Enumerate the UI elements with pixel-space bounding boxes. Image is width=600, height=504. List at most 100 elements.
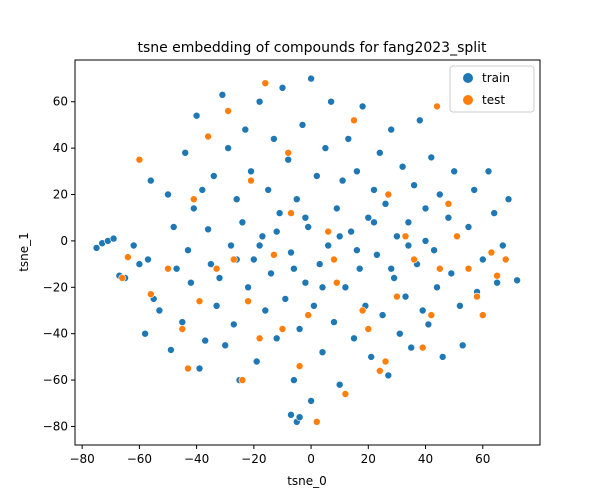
data-point-train: [335, 380, 344, 389]
data-point-train: [244, 283, 252, 292]
data-point-train: [238, 218, 247, 227]
data-point-train: [290, 264, 298, 273]
data-point-test: [410, 255, 418, 264]
data-point-train: [272, 227, 281, 236]
data-point-train: [172, 264, 181, 273]
data-point-train: [155, 306, 164, 315]
data-point-train: [287, 248, 295, 257]
y-axis-label: tsne_1: [17, 232, 31, 272]
legend: train test: [449, 65, 535, 113]
data-point-train: [338, 176, 347, 185]
data-point-train: [347, 227, 355, 236]
data-point-test: [135, 155, 144, 164]
data-point-train: [327, 97, 335, 106]
x-tick-label: −20: [241, 452, 266, 466]
data-point-test: [384, 190, 393, 199]
data-point-train: [493, 278, 501, 287]
x-tick-label: −40: [184, 452, 209, 466]
data-point-train: [370, 186, 378, 194]
data-point-test: [204, 132, 212, 141]
data-point-train: [181, 149, 189, 157]
data-point-test: [244, 297, 252, 306]
data-point-train: [373, 251, 381, 259]
data-point-test: [350, 116, 358, 125]
data-point-train: [407, 343, 416, 352]
data-point-test: [304, 311, 313, 319]
data-point-train: [272, 334, 281, 343]
data-point-train: [310, 301, 318, 310]
data-point-train: [447, 269, 456, 278]
data-point-train: [421, 204, 430, 213]
y-tick-label: −20: [43, 280, 68, 294]
data-point-train: [318, 348, 327, 357]
data-point-train: [430, 246, 438, 254]
data-point-train: [190, 204, 198, 213]
data-point-test: [324, 227, 333, 236]
data-point-test: [418, 343, 427, 352]
x-tick-label: 0: [307, 452, 315, 466]
data-point-test: [312, 417, 321, 426]
data-point-test: [255, 334, 264, 343]
data-point-train: [367, 353, 376, 361]
data-point-train: [167, 346, 175, 354]
data-point-train: [255, 97, 264, 106]
data-point-test: [487, 248, 496, 257]
x-tick-label: −80: [69, 452, 94, 466]
data-point-train: [184, 246, 192, 254]
points-layer: [92, 74, 521, 426]
data-point-train: [290, 376, 298, 384]
data-point-train: [178, 318, 187, 326]
data-point-train: [267, 269, 275, 278]
data-point-train: [395, 329, 404, 338]
data-point-test: [364, 325, 373, 333]
data-point-train: [415, 116, 424, 125]
y-axis-ticks: −80 −60 −40 −20 0 20 40 60: [43, 95, 75, 433]
data-point-train: [433, 283, 441, 292]
data-point-test: [230, 255, 238, 264]
data-point-test: [212, 264, 221, 273]
data-point-train: [258, 232, 267, 241]
data-point-test: [284, 149, 293, 157]
data-point-train: [312, 172, 321, 180]
data-point-test: [184, 364, 192, 373]
data-point-train: [252, 357, 261, 366]
x-axis-ticks: −80 −60 −40 −20 0 20 40 60: [69, 445, 490, 466]
data-point-train: [470, 186, 479, 194]
data-point-train: [387, 264, 396, 273]
data-point-train: [301, 213, 310, 222]
data-point-train: [498, 241, 507, 250]
data-point-train: [315, 260, 324, 268]
data-point-test: [178, 325, 187, 333]
data-point-test: [381, 357, 390, 366]
data-point-test: [118, 274, 126, 282]
data-point-train: [358, 102, 367, 111]
data-point-test: [330, 255, 338, 264]
data-point-train: [147, 176, 155, 185]
data-point-train: [144, 255, 152, 264]
data-point-train: [513, 276, 521, 285]
y-tick-label: 20: [53, 188, 68, 202]
legend-marker-test: [463, 95, 473, 105]
data-point-train: [195, 364, 204, 373]
data-point-train: [410, 181, 418, 189]
data-point-test: [195, 297, 204, 306]
axes-frame: [74, 59, 541, 446]
data-point-train: [393, 232, 401, 241]
data-point-test: [401, 232, 410, 241]
legend-label-train: train: [482, 71, 510, 85]
x-tick-label: 40: [418, 452, 433, 466]
data-point-train: [353, 246, 361, 254]
data-point-train: [295, 325, 304, 333]
data-point-train: [192, 111, 201, 120]
data-point-train: [109, 234, 118, 243]
data-point-train: [458, 341, 467, 350]
data-point-test: [295, 362, 304, 370]
data-point-train: [281, 295, 290, 303]
data-point-train: [198, 186, 207, 194]
data-point-train: [424, 320, 433, 329]
data-point-train: [318, 283, 327, 292]
data-point-train: [341, 283, 350, 292]
data-point-test: [493, 271, 501, 280]
data-point-test: [473, 292, 481, 301]
